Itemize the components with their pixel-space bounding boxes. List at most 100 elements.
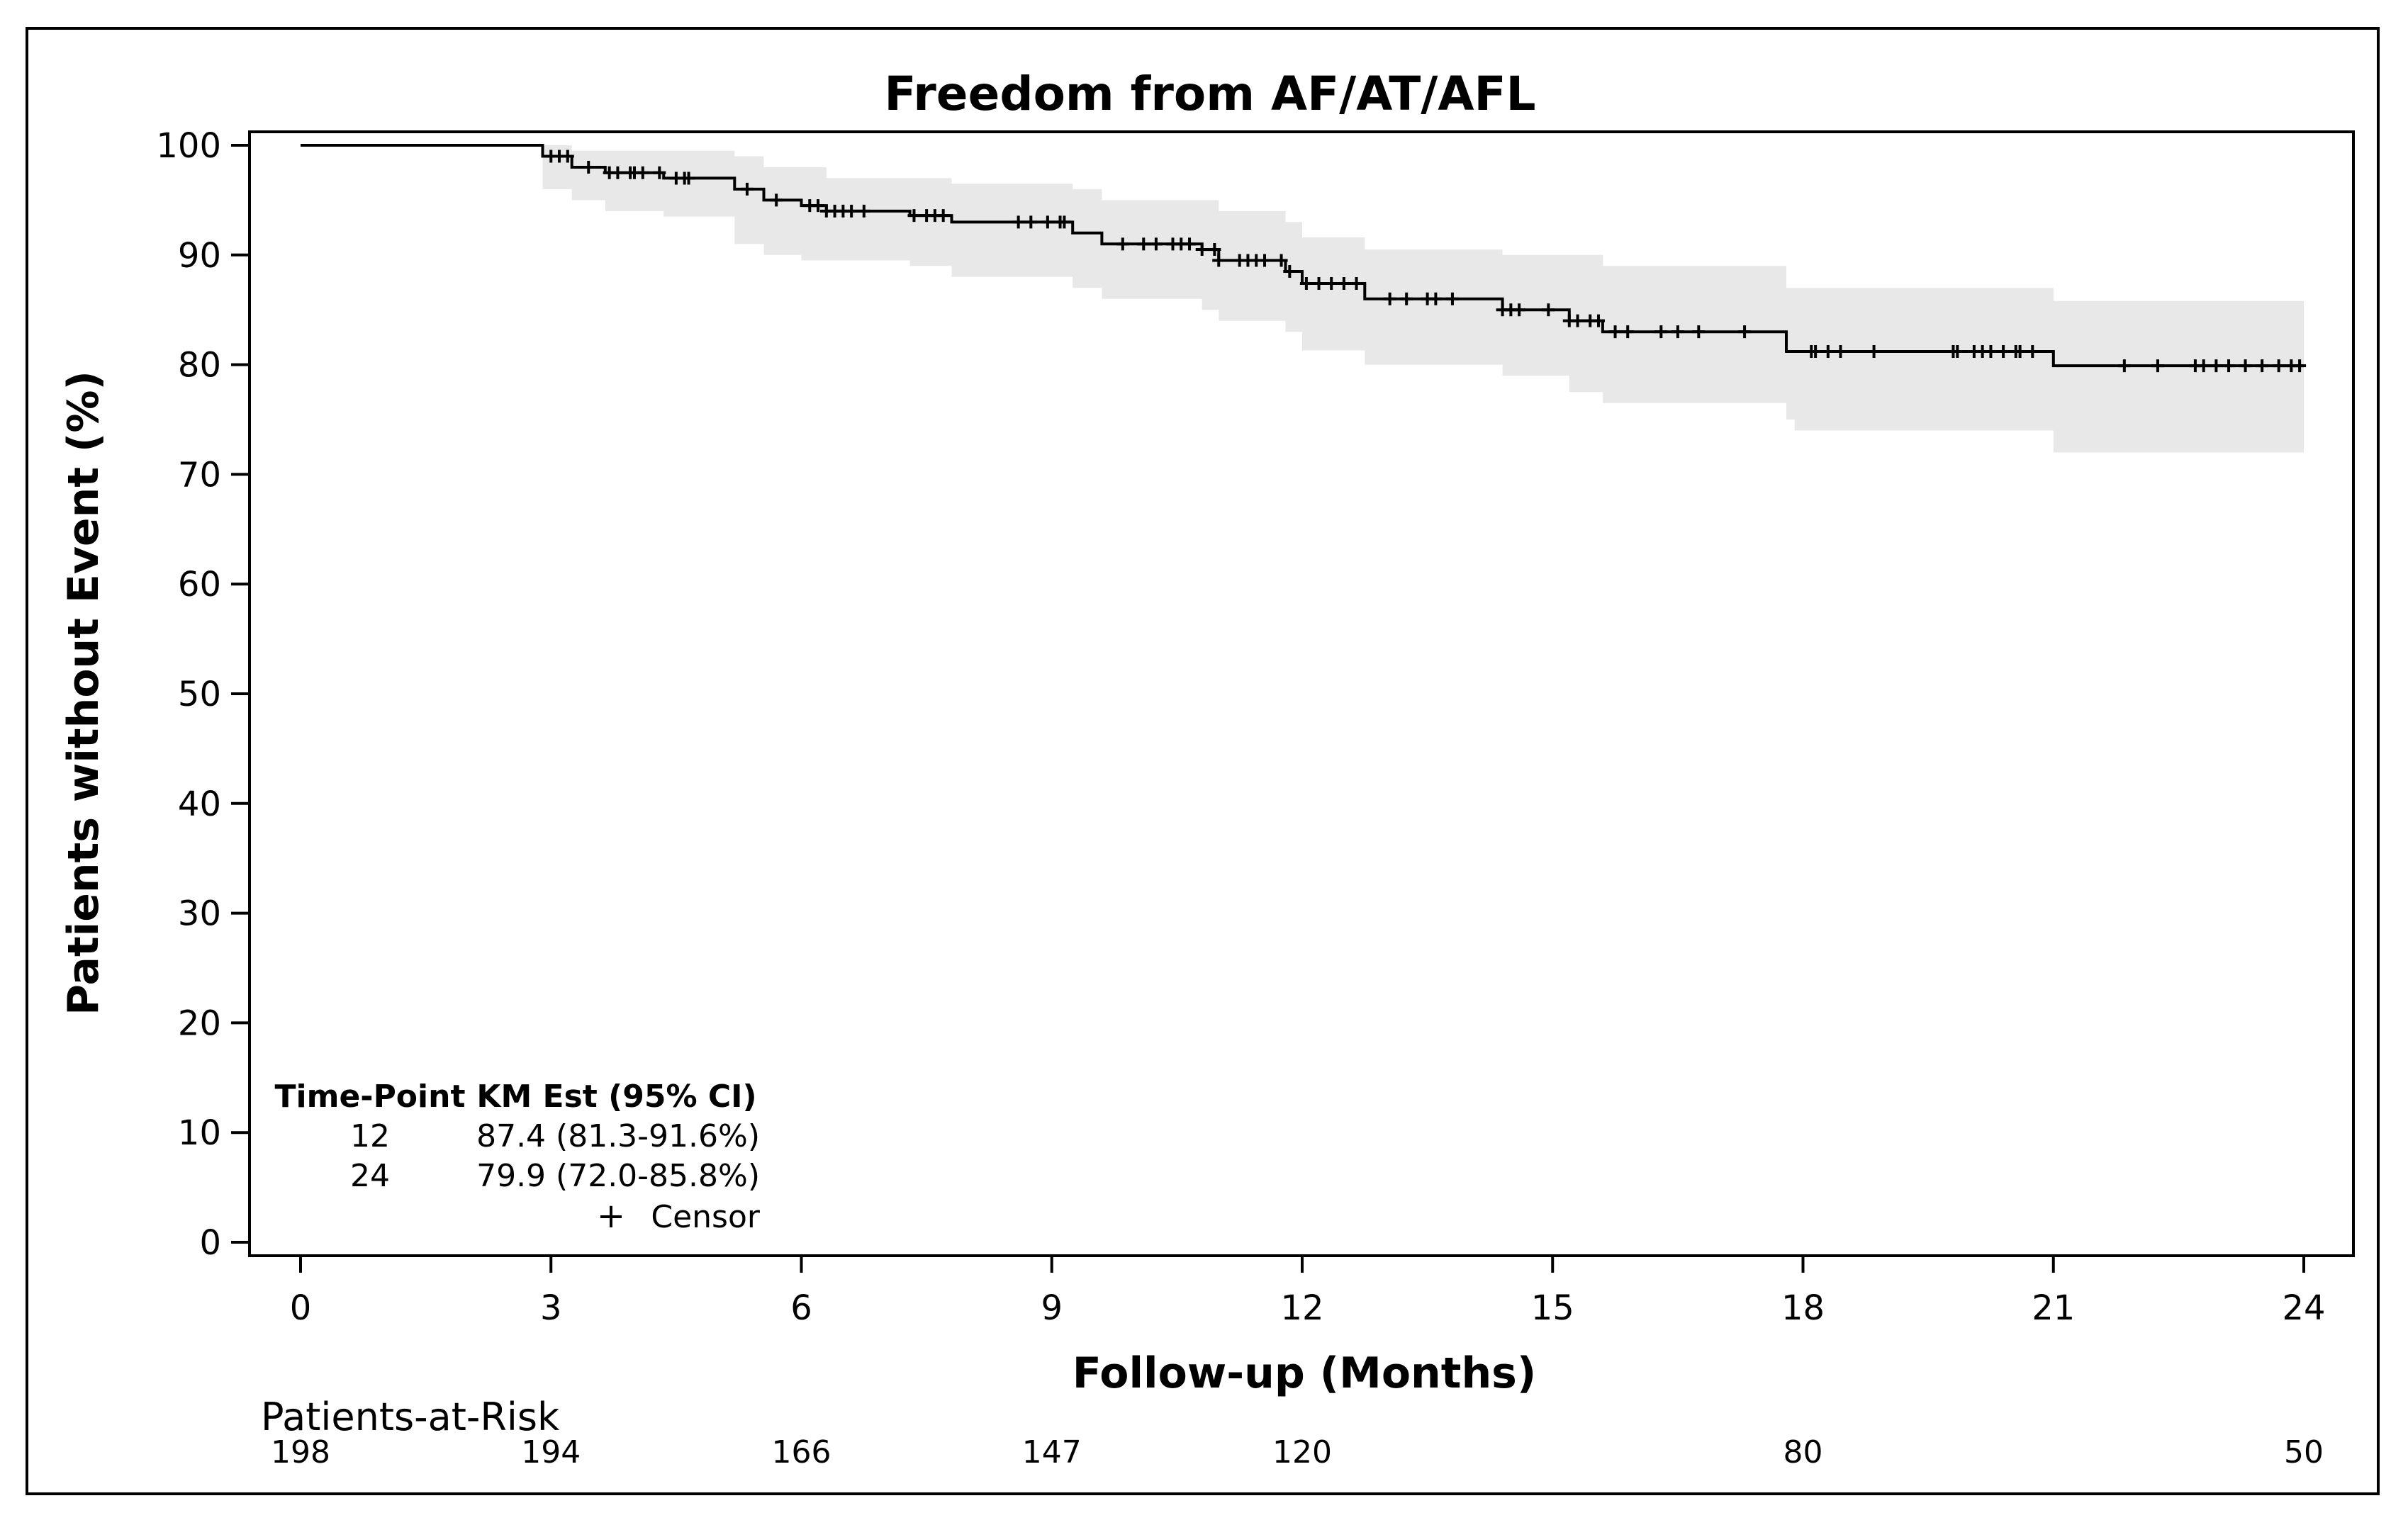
- censor-mark: [1183, 237, 1197, 251]
- censor-mark: [1137, 237, 1150, 251]
- censor-mark: [682, 171, 695, 185]
- y-tick-label: 70: [178, 455, 221, 495]
- censor-mark: [1621, 325, 1635, 339]
- censor-mark: [1058, 215, 1071, 229]
- table-header-km-est: KM Est (95% CI): [476, 1079, 756, 1115]
- y-axis: 0 10 20 30 40 50 60 70 80 90 100: [156, 126, 250, 1263]
- censor-mark: [1195, 243, 1209, 257]
- risk-counts: 198 194 166 147 120 80 50: [271, 1434, 2324, 1470]
- censor-mark: [2272, 359, 2285, 373]
- x-tick-label: 9: [1041, 1288, 1063, 1328]
- censor-mark: [1208, 243, 1221, 257]
- censor-mark: [1429, 292, 1443, 305]
- censor-mark: [1283, 265, 1297, 278]
- risk-count: 147: [1022, 1434, 1082, 1470]
- table-row-1-estimate: 87.4 (81.3-91.6%): [476, 1118, 760, 1154]
- y-tick-label: 10: [178, 1113, 221, 1153]
- censor-mark: [1592, 314, 1606, 327]
- censor-mark: [561, 150, 574, 163]
- y-tick-label: 50: [178, 675, 221, 714]
- censor-mark: [2210, 359, 2223, 373]
- censor-mark: [582, 160, 595, 174]
- table-row-1-timepoint: 12: [350, 1118, 390, 1154]
- censor-mark: [1116, 237, 1129, 251]
- risk-count: 120: [1272, 1434, 1332, 1470]
- censor-mark: [907, 209, 921, 223]
- censor-mark: [1542, 303, 1555, 317]
- table-row-2-timepoint: 24: [350, 1158, 390, 1194]
- censor-mark: [2013, 345, 2027, 359]
- censor-mark: [812, 199, 825, 213]
- confidence-band: [301, 145, 2304, 453]
- x-tick-label: 12: [1280, 1288, 1323, 1328]
- plot-area: [248, 130, 2355, 1257]
- censor-mark: [2293, 359, 2307, 373]
- censor-mark: [1325, 277, 1338, 291]
- table-header-timepoint: Time-Point: [275, 1079, 466, 1115]
- censor-mark: [611, 166, 625, 179]
- y-tick-label: 30: [178, 894, 221, 934]
- censor-mark: [1571, 314, 1584, 327]
- censor-mark: [740, 182, 754, 196]
- x-tick-label: 15: [1531, 1288, 1574, 1328]
- censor-mark: [1299, 277, 1313, 291]
- censor-legend-symbol: +: [597, 1196, 625, 1236]
- censor-mark: [1692, 325, 1706, 339]
- censor-mark: [1024, 215, 1038, 229]
- figure-frame: [26, 27, 2380, 1495]
- censor-mark: [1258, 254, 1272, 267]
- censor-mark: [770, 193, 783, 207]
- censor-mark: [1041, 215, 1054, 229]
- risk-count: 166: [772, 1434, 831, 1470]
- risk-count: 50: [2284, 1434, 2324, 1470]
- table-row-2-estimate: 79.9 (72.0-85.8%): [476, 1158, 760, 1194]
- censor-mark: [2117, 359, 2131, 373]
- censor-mark: [2222, 359, 2236, 373]
- censor-mark: [1149, 237, 1163, 251]
- censor-mark: [636, 166, 649, 179]
- censor-mark: [2151, 359, 2164, 373]
- censor-mark: [2239, 359, 2252, 373]
- censor-mark: [1809, 345, 1822, 359]
- censor-legend-label: Censor: [651, 1199, 761, 1235]
- censor-mark: [845, 204, 858, 218]
- censor-mark: [2256, 359, 2269, 373]
- censor-mark: [653, 166, 666, 179]
- censor-mark: [1337, 277, 1350, 291]
- y-tick-label: 60: [178, 565, 221, 604]
- censor-mark: [1400, 292, 1413, 305]
- censor-mark: [1997, 345, 2010, 359]
- y-tick-label: 20: [178, 1003, 221, 1043]
- censor-mark: [1951, 345, 1964, 359]
- y-tick-label: 0: [199, 1223, 221, 1263]
- risk-count: 80: [1783, 1434, 1823, 1470]
- risk-count: 198: [271, 1434, 330, 1470]
- censor-mark: [1834, 345, 1847, 359]
- x-tick-label: 21: [2032, 1288, 2075, 1328]
- censor-mark: [1383, 292, 1396, 305]
- x-tick-label: 18: [1781, 1288, 1825, 1328]
- censor-mark: [1312, 277, 1326, 291]
- censor-mark: [1984, 345, 1998, 359]
- risk-count: 194: [521, 1434, 581, 1470]
- censor-mark: [1513, 303, 1526, 317]
- censor-mark: [1738, 325, 1752, 339]
- censor-mark: [1821, 345, 1835, 359]
- censor-mark: [1671, 325, 1684, 339]
- censor-mark: [857, 204, 870, 218]
- x-tick-label: 3: [540, 1288, 562, 1328]
- censor-mark: [1212, 254, 1226, 267]
- patients-at-risk-table: Patients-at-Risk 198 194 166 147 120 80 50: [261, 1395, 2324, 1470]
- y-tick-label: 90: [178, 236, 221, 276]
- censor-mark: [1350, 277, 1363, 291]
- censor-mark: [1445, 292, 1459, 305]
- y-tick-label: 80: [178, 346, 221, 386]
- censor-marks: [544, 150, 2307, 373]
- x-axis-label: Follow-up (Months): [1073, 1349, 1537, 1398]
- censor-mark: [1654, 325, 1668, 339]
- chart-title: Freedom from AF/AT/AFL: [884, 67, 1535, 121]
- censor-mark: [1867, 345, 1881, 359]
- censor-mark: [1012, 215, 1025, 229]
- risk-table-label: Patients-at-Risk: [261, 1395, 560, 1439]
